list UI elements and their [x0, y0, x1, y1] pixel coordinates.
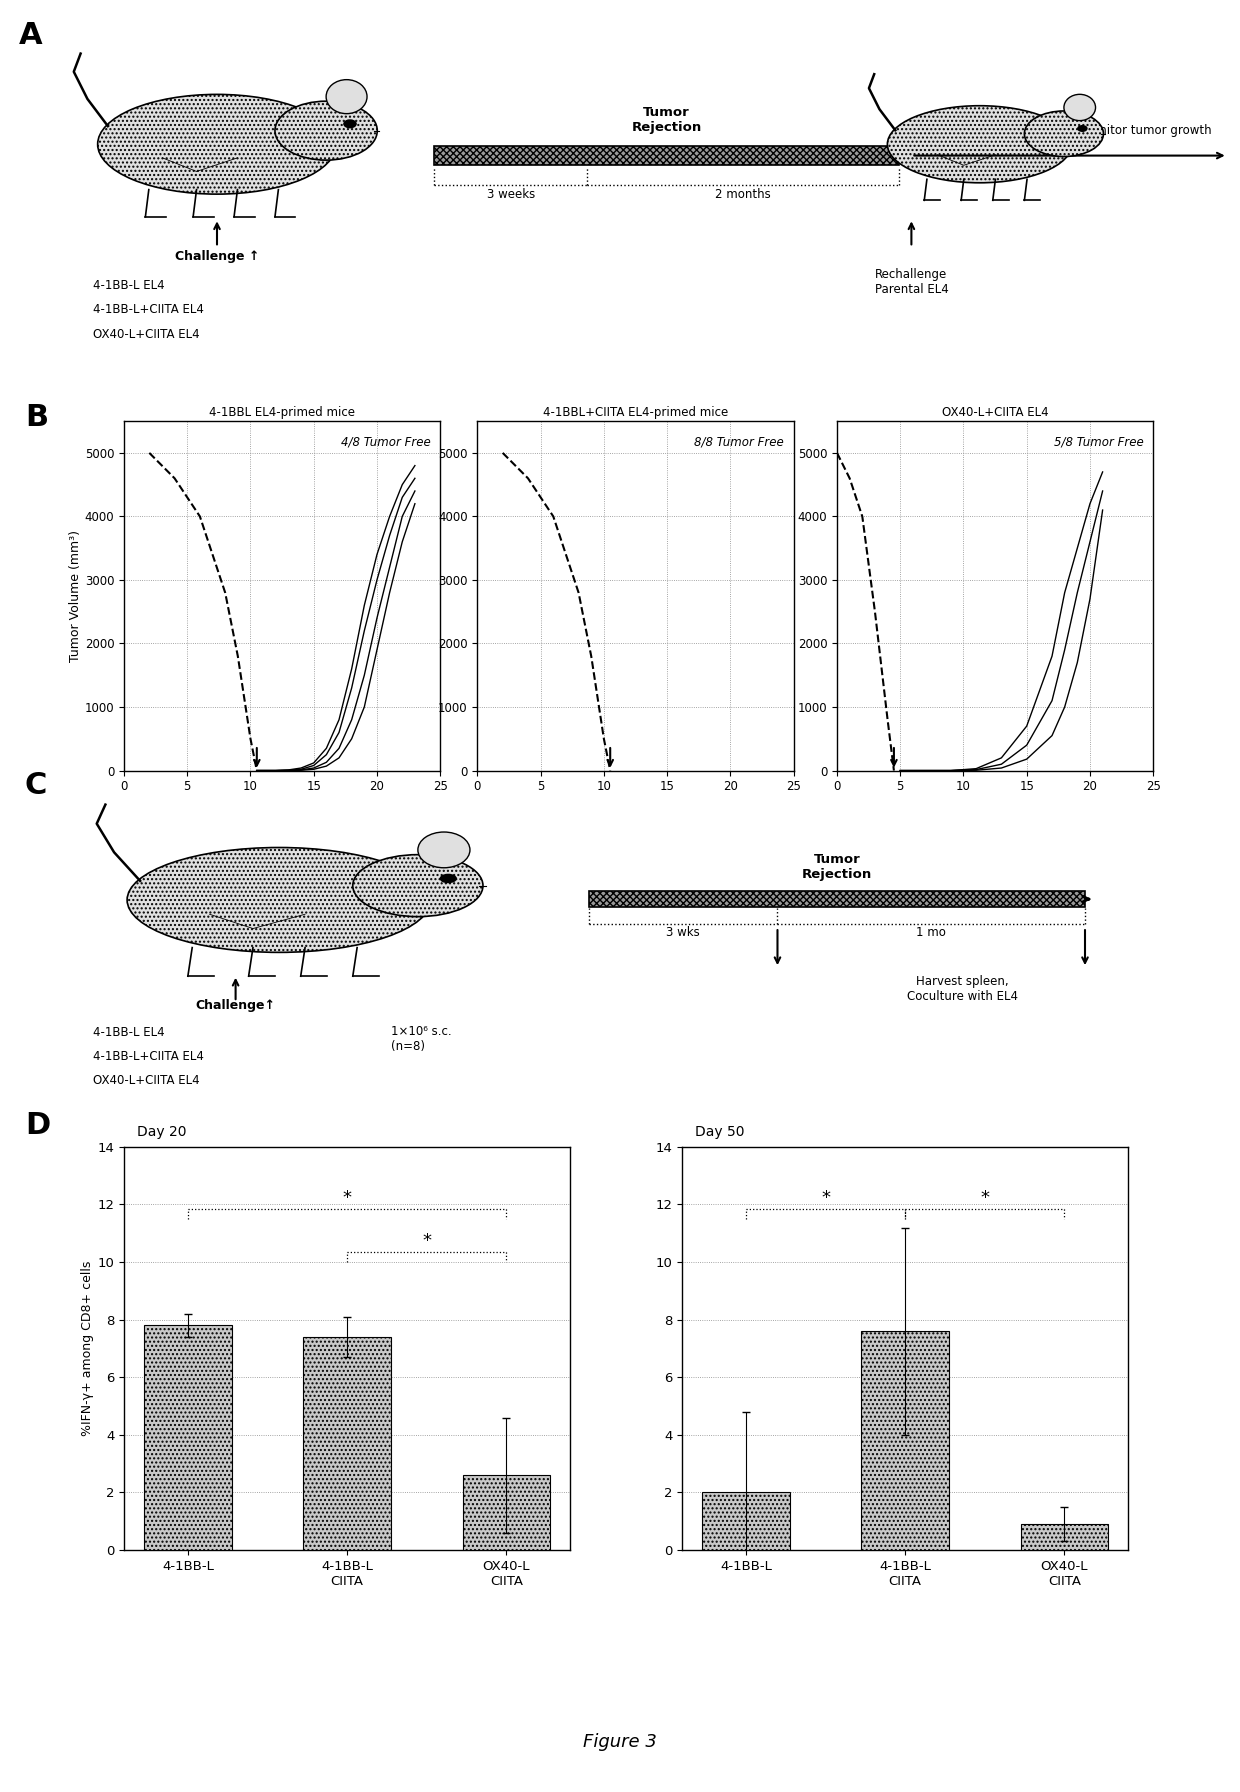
Text: Rechallenge
Parental EL4: Rechallenge Parental EL4: [874, 267, 949, 296]
Text: *: *: [981, 1188, 990, 1206]
Text: *: *: [342, 1188, 352, 1206]
Ellipse shape: [128, 848, 432, 952]
Title: 4-1BBL EL4-primed mice: 4-1BBL EL4-primed mice: [210, 405, 355, 419]
Text: Harvest spleen,
Coculture with EL4: Harvest spleen, Coculture with EL4: [906, 975, 1018, 1004]
Text: *: *: [423, 1231, 432, 1251]
Text: Day 50: Day 50: [696, 1125, 745, 1140]
Ellipse shape: [888, 106, 1071, 183]
Ellipse shape: [1064, 95, 1096, 120]
Ellipse shape: [326, 79, 367, 113]
Text: OX40-L+CIITA EL4: OX40-L+CIITA EL4: [93, 328, 200, 340]
Circle shape: [439, 874, 458, 883]
Text: Tumor
Rejection: Tumor Rejection: [631, 106, 702, 134]
Text: 2 months: 2 months: [715, 188, 771, 201]
FancyBboxPatch shape: [434, 147, 899, 165]
Text: 4-1BB-L+CIITA EL4: 4-1BB-L+CIITA EL4: [93, 1050, 203, 1063]
Text: Challenge ↑: Challenge ↑: [175, 249, 259, 263]
Text: 8/8 Tumor Free: 8/8 Tumor Free: [694, 435, 784, 448]
Title: OX40-L+CIITA EL4: OX40-L+CIITA EL4: [942, 405, 1048, 419]
Text: *: *: [821, 1188, 830, 1206]
Text: Monitor tumor growth: Monitor tumor growth: [1083, 124, 1211, 136]
Text: 4-1BB-L EL4: 4-1BB-L EL4: [93, 278, 165, 292]
Text: Figure 3: Figure 3: [583, 1733, 657, 1751]
Text: 1×10⁶ s.c.
(n=8): 1×10⁶ s.c. (n=8): [391, 1025, 451, 1052]
Bar: [1021, 1525, 1109, 1550]
Text: 4-1BB-L+CIITA EL4: 4-1BB-L+CIITA EL4: [93, 303, 203, 315]
Text: A: A: [19, 20, 42, 50]
Ellipse shape: [98, 95, 336, 194]
Ellipse shape: [418, 831, 470, 867]
Text: 4/8 Tumor Free: 4/8 Tumor Free: [341, 435, 430, 448]
Ellipse shape: [1024, 111, 1104, 156]
Text: 4-1BB-L EL4: 4-1BB-L EL4: [93, 1027, 165, 1039]
Text: D: D: [25, 1111, 50, 1140]
Text: 3 weeks: 3 weeks: [486, 188, 534, 201]
Bar: [144, 1326, 232, 1550]
Circle shape: [1078, 125, 1087, 133]
Text: 1 mo: 1 mo: [916, 926, 946, 939]
FancyBboxPatch shape: [589, 891, 1085, 907]
Bar: [463, 1475, 551, 1550]
Title: 4-1BBL+CIITA EL4-primed mice: 4-1BBL+CIITA EL4-primed mice: [543, 405, 728, 419]
Ellipse shape: [275, 100, 377, 159]
Text: B: B: [25, 403, 48, 432]
Y-axis label: %IFN-γ+ among CD8+ cells: %IFN-γ+ among CD8+ cells: [82, 1262, 94, 1435]
Ellipse shape: [352, 855, 484, 918]
Text: 5/8 Tumor Free: 5/8 Tumor Free: [1054, 435, 1143, 448]
Text: OX40-L+CIITA EL4: OX40-L+CIITA EL4: [93, 1073, 200, 1086]
Y-axis label: Tumor Volume (mm³): Tumor Volume (mm³): [69, 530, 82, 661]
Bar: [702, 1493, 790, 1550]
Text: Tumor
Rejection: Tumor Rejection: [802, 853, 872, 882]
Bar: [862, 1331, 949, 1550]
Circle shape: [343, 120, 357, 129]
Text: C: C: [25, 771, 47, 799]
Bar: [304, 1337, 391, 1550]
Text: Challenge↑: Challenge↑: [196, 998, 275, 1012]
Text: Day 20: Day 20: [138, 1125, 187, 1140]
Text: 3 wks: 3 wks: [666, 926, 701, 939]
